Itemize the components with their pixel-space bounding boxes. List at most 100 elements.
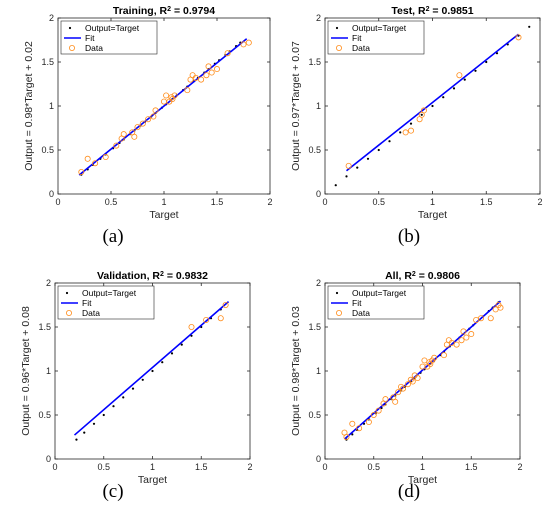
- chart-title-value: = 0.9794: [171, 5, 215, 17]
- data-point: [171, 92, 178, 99]
- chart-title-value: = 0.9806: [416, 270, 460, 282]
- data-point: [208, 69, 215, 76]
- chart-title: Training, R2 = 0.9794: [113, 5, 215, 17]
- target-point: [190, 334, 193, 337]
- x-tick-label: 0: [322, 197, 327, 207]
- data-point: [497, 304, 504, 311]
- y-tick-label: 1: [316, 101, 321, 111]
- subfigure-label: (d): [398, 481, 420, 502]
- data-point: [407, 376, 414, 383]
- target-point: [356, 166, 359, 169]
- x-tick-label: 1.5: [211, 197, 224, 207]
- data-point: [477, 315, 484, 322]
- data-point: [487, 315, 494, 322]
- data-point: [102, 154, 109, 161]
- target-point: [442, 96, 445, 99]
- y-tick-label: 1.5: [38, 322, 51, 332]
- chart-title-text: Test, R: [391, 5, 426, 17]
- data-point: [134, 124, 141, 131]
- legend-fit-label: Fit: [352, 298, 362, 308]
- target-point: [75, 438, 78, 441]
- target-point: [345, 175, 348, 178]
- x-tick-label: 1.5: [465, 462, 478, 472]
- y-axis-label: Output = 0.98*Target + 0.02: [23, 41, 35, 171]
- x-tick-label: 2: [267, 197, 272, 207]
- chart-title-value: = 0.9832: [164, 270, 208, 282]
- data-point: [240, 41, 247, 48]
- x-axis-label: Target: [149, 209, 178, 221]
- target-point: [351, 433, 354, 436]
- target-point: [528, 25, 531, 28]
- legend-target-marker: [335, 26, 339, 30]
- data-point: [440, 352, 447, 359]
- data-point: [402, 129, 409, 136]
- y-tick-label: 0.5: [308, 145, 321, 155]
- target-point: [399, 131, 402, 134]
- subfigure-label: (b): [398, 226, 420, 247]
- data-point: [420, 107, 427, 114]
- data-point: [456, 72, 463, 79]
- y-tick-label: 2: [316, 278, 321, 288]
- fit-line: [78, 38, 248, 176]
- legend-data-marker: [69, 45, 76, 52]
- fit-line: [73, 300, 230, 436]
- data-point: [407, 127, 414, 134]
- target-point: [431, 104, 434, 108]
- data-point: [399, 385, 406, 392]
- target-point: [122, 396, 125, 399]
- legend-fit-label: Fit: [85, 33, 95, 43]
- target-point: [388, 140, 391, 143]
- data-point: [382, 396, 389, 403]
- x-tick-label: 1: [430, 197, 435, 207]
- y-tick-label: 0.5: [308, 410, 321, 420]
- y-tick-label: 1: [316, 366, 321, 376]
- data-point: [145, 116, 152, 123]
- target-point: [141, 378, 144, 381]
- data-point: [395, 389, 402, 396]
- target-point: [474, 69, 477, 72]
- target-point: [334, 184, 337, 187]
- data-point: [203, 72, 210, 79]
- chart-title-superscript: 2: [426, 6, 430, 13]
- data-point: [370, 411, 377, 418]
- chart-title: All, R2 = 0.9806: [385, 270, 460, 282]
- target-point: [131, 387, 135, 390]
- target-point: [102, 413, 105, 417]
- x-tick-label: 0.5: [97, 462, 110, 472]
- y-tick-label: 0: [46, 454, 51, 464]
- y-tick-label: 1.5: [41, 57, 54, 67]
- data-point: [213, 66, 220, 73]
- data-point: [398, 383, 405, 390]
- data-point: [460, 328, 467, 335]
- data-point: [120, 131, 127, 138]
- y-axis-label: Output = 0.98*Target + 0.03: [290, 306, 302, 436]
- x-tick-label: 0: [322, 462, 327, 472]
- legend-target-label: Output=Target: [352, 23, 407, 33]
- target-point: [161, 361, 164, 364]
- y-tick-label: 0: [316, 454, 321, 464]
- legend-data-label: Data: [82, 308, 100, 318]
- legend-target-marker: [335, 291, 339, 295]
- x-tick-label: 1: [150, 462, 155, 472]
- data-point: [453, 341, 460, 348]
- x-tick-label: 1.5: [195, 462, 208, 472]
- y-tick-label: 0: [316, 189, 321, 199]
- target-point: [409, 122, 413, 125]
- data-point: [414, 375, 421, 382]
- legend-fit-label: Fit: [352, 33, 362, 43]
- legend-target-label: Output=Target: [82, 288, 137, 298]
- data-point: [515, 34, 522, 41]
- target-point: [377, 148, 380, 152]
- x-tick-label: 2: [537, 197, 542, 207]
- data-point: [375, 407, 382, 414]
- y-axis-label: Output = 0.97*Target + 0.07: [290, 41, 302, 171]
- data-point: [245, 39, 252, 46]
- x-axis-label: Target: [418, 209, 447, 221]
- legend-target-marker: [68, 26, 72, 30]
- data-point: [152, 107, 159, 114]
- target-point: [92, 422, 96, 425]
- fit-line: [346, 33, 519, 172]
- data-point: [92, 160, 99, 167]
